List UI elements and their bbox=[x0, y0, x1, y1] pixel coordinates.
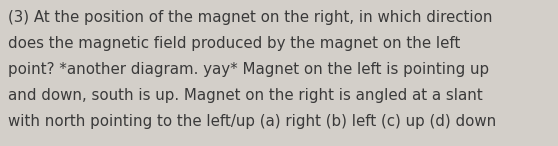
Text: and down, south is up. Magnet on the right is angled at a slant: and down, south is up. Magnet on the rig… bbox=[8, 88, 483, 103]
Text: with north pointing to the left/up (a) right (b) left (c) up (d) down: with north pointing to the left/up (a) r… bbox=[8, 114, 496, 129]
Text: point? *another diagram. yay* Magnet on the left is pointing up: point? *another diagram. yay* Magnet on … bbox=[8, 62, 489, 77]
Text: (3) At the position of the magnet on the right, in which direction: (3) At the position of the magnet on the… bbox=[8, 10, 493, 25]
Text: does the magnetic field produced by the magnet on the left: does the magnetic field produced by the … bbox=[8, 36, 460, 51]
